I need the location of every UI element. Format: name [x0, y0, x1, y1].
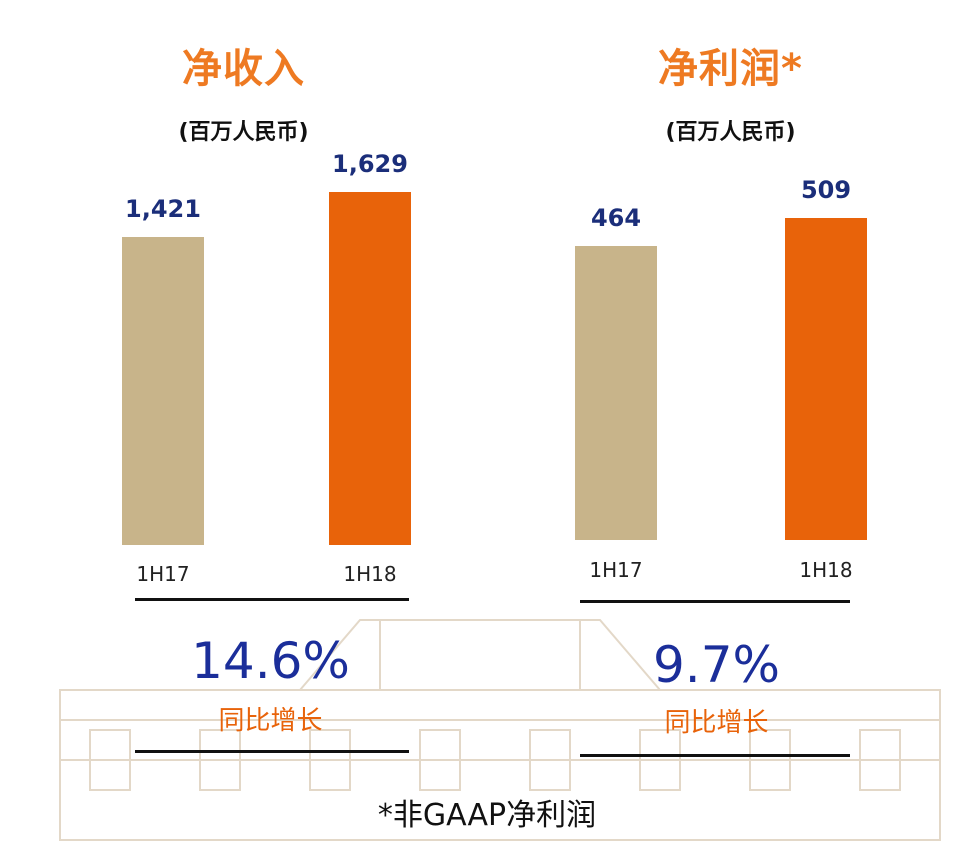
chart-title: 净收入: [182, 46, 305, 92]
net-profit-chart: 净利润* (百万人民币) 464 509 1H17 1H18 9.7% 同比增长: [487, 0, 974, 846]
value-label-1h17: 464: [590, 204, 642, 232]
growth-rate: 9.7%: [652, 636, 781, 694]
bar-1h18: [329, 192, 411, 545]
category-label-1h18: 1H18: [343, 562, 397, 586]
divider-bottom: [580, 754, 850, 757]
chart-title: 净利润*: [658, 46, 803, 92]
building-sketch-background: [59, 619, 941, 841]
bar-1h17: [122, 237, 204, 545]
chart-unit: (百万人民币): [665, 120, 796, 145]
value-label-1h18: 509: [800, 176, 852, 204]
bar-1h18: [785, 218, 867, 540]
category-label-1h18: 1H18: [799, 558, 853, 582]
net-revenue-chart: 净收入 (百万人民币) 1,421 1,629 1H17 1H18 14.6% …: [122, 46, 411, 753]
divider-top: [135, 598, 409, 601]
divider-bottom: [135, 750, 409, 753]
divider-top: [580, 600, 850, 603]
growth-label: 同比增长: [664, 708, 769, 738]
category-label-1h17: 1H17: [589, 558, 643, 582]
growth-rate: 14.6%: [191, 632, 350, 690]
category-label-1h17: 1H17: [136, 562, 190, 586]
bar-1h17: [575, 246, 657, 540]
chart-unit: (百万人民币): [178, 120, 309, 145]
growth-label: 同比增长: [218, 706, 323, 736]
value-label-1h18: 1,629: [332, 150, 408, 178]
footnote: *非GAAP净利润: [377, 798, 597, 833]
value-label-1h17: 1,421: [125, 195, 201, 223]
